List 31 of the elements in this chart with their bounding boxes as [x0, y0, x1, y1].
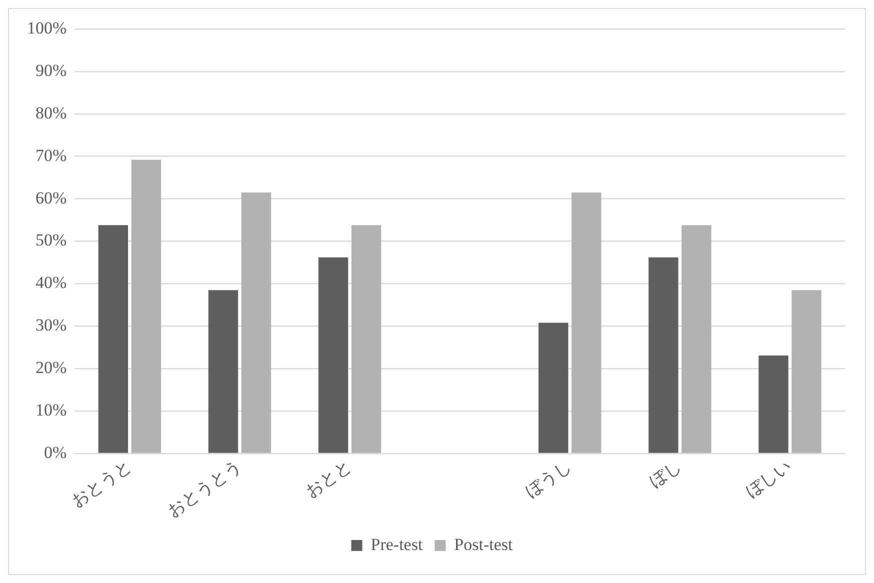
- legend-label: Pre-test: [370, 534, 423, 554]
- y-tick-label: 60%: [35, 188, 67, 208]
- x-tick-label: ぼしい: [742, 456, 795, 502]
- x-tick-label: おとうとう: [164, 456, 245, 521]
- bar: [538, 322, 568, 453]
- legend-label: Post-test: [454, 534, 514, 554]
- x-tick-label: ぼし: [646, 456, 685, 492]
- y-tick-label: 10%: [35, 400, 67, 420]
- bar: [648, 257, 678, 453]
- x-tick-label: おとうと: [68, 456, 135, 511]
- y-tick-label: 90%: [35, 60, 67, 80]
- bar: [241, 192, 272, 453]
- bar: [131, 160, 162, 453]
- bar: [98, 225, 128, 453]
- bar: [208, 290, 238, 453]
- bar: [318, 257, 348, 453]
- y-tick-label: 0%: [44, 443, 67, 462]
- bar: [758, 355, 788, 453]
- y-tick-label: 100%: [26, 18, 67, 38]
- y-tick-label: 40%: [35, 273, 67, 292]
- y-tick-label: 70%: [35, 146, 67, 165]
- bar: [682, 225, 712, 453]
- y-tick-label: 50%: [35, 230, 67, 250]
- bar: [351, 225, 382, 453]
- y-tick-label: 80%: [35, 103, 67, 122]
- x-tick-label: ぼうし: [522, 456, 575, 502]
- x-tick-label: おとと: [302, 456, 355, 502]
- y-tick-label: 20%: [35, 358, 67, 378]
- y-tick-label: 30%: [35, 316, 67, 335]
- bar: [572, 192, 602, 453]
- bar: [792, 290, 822, 453]
